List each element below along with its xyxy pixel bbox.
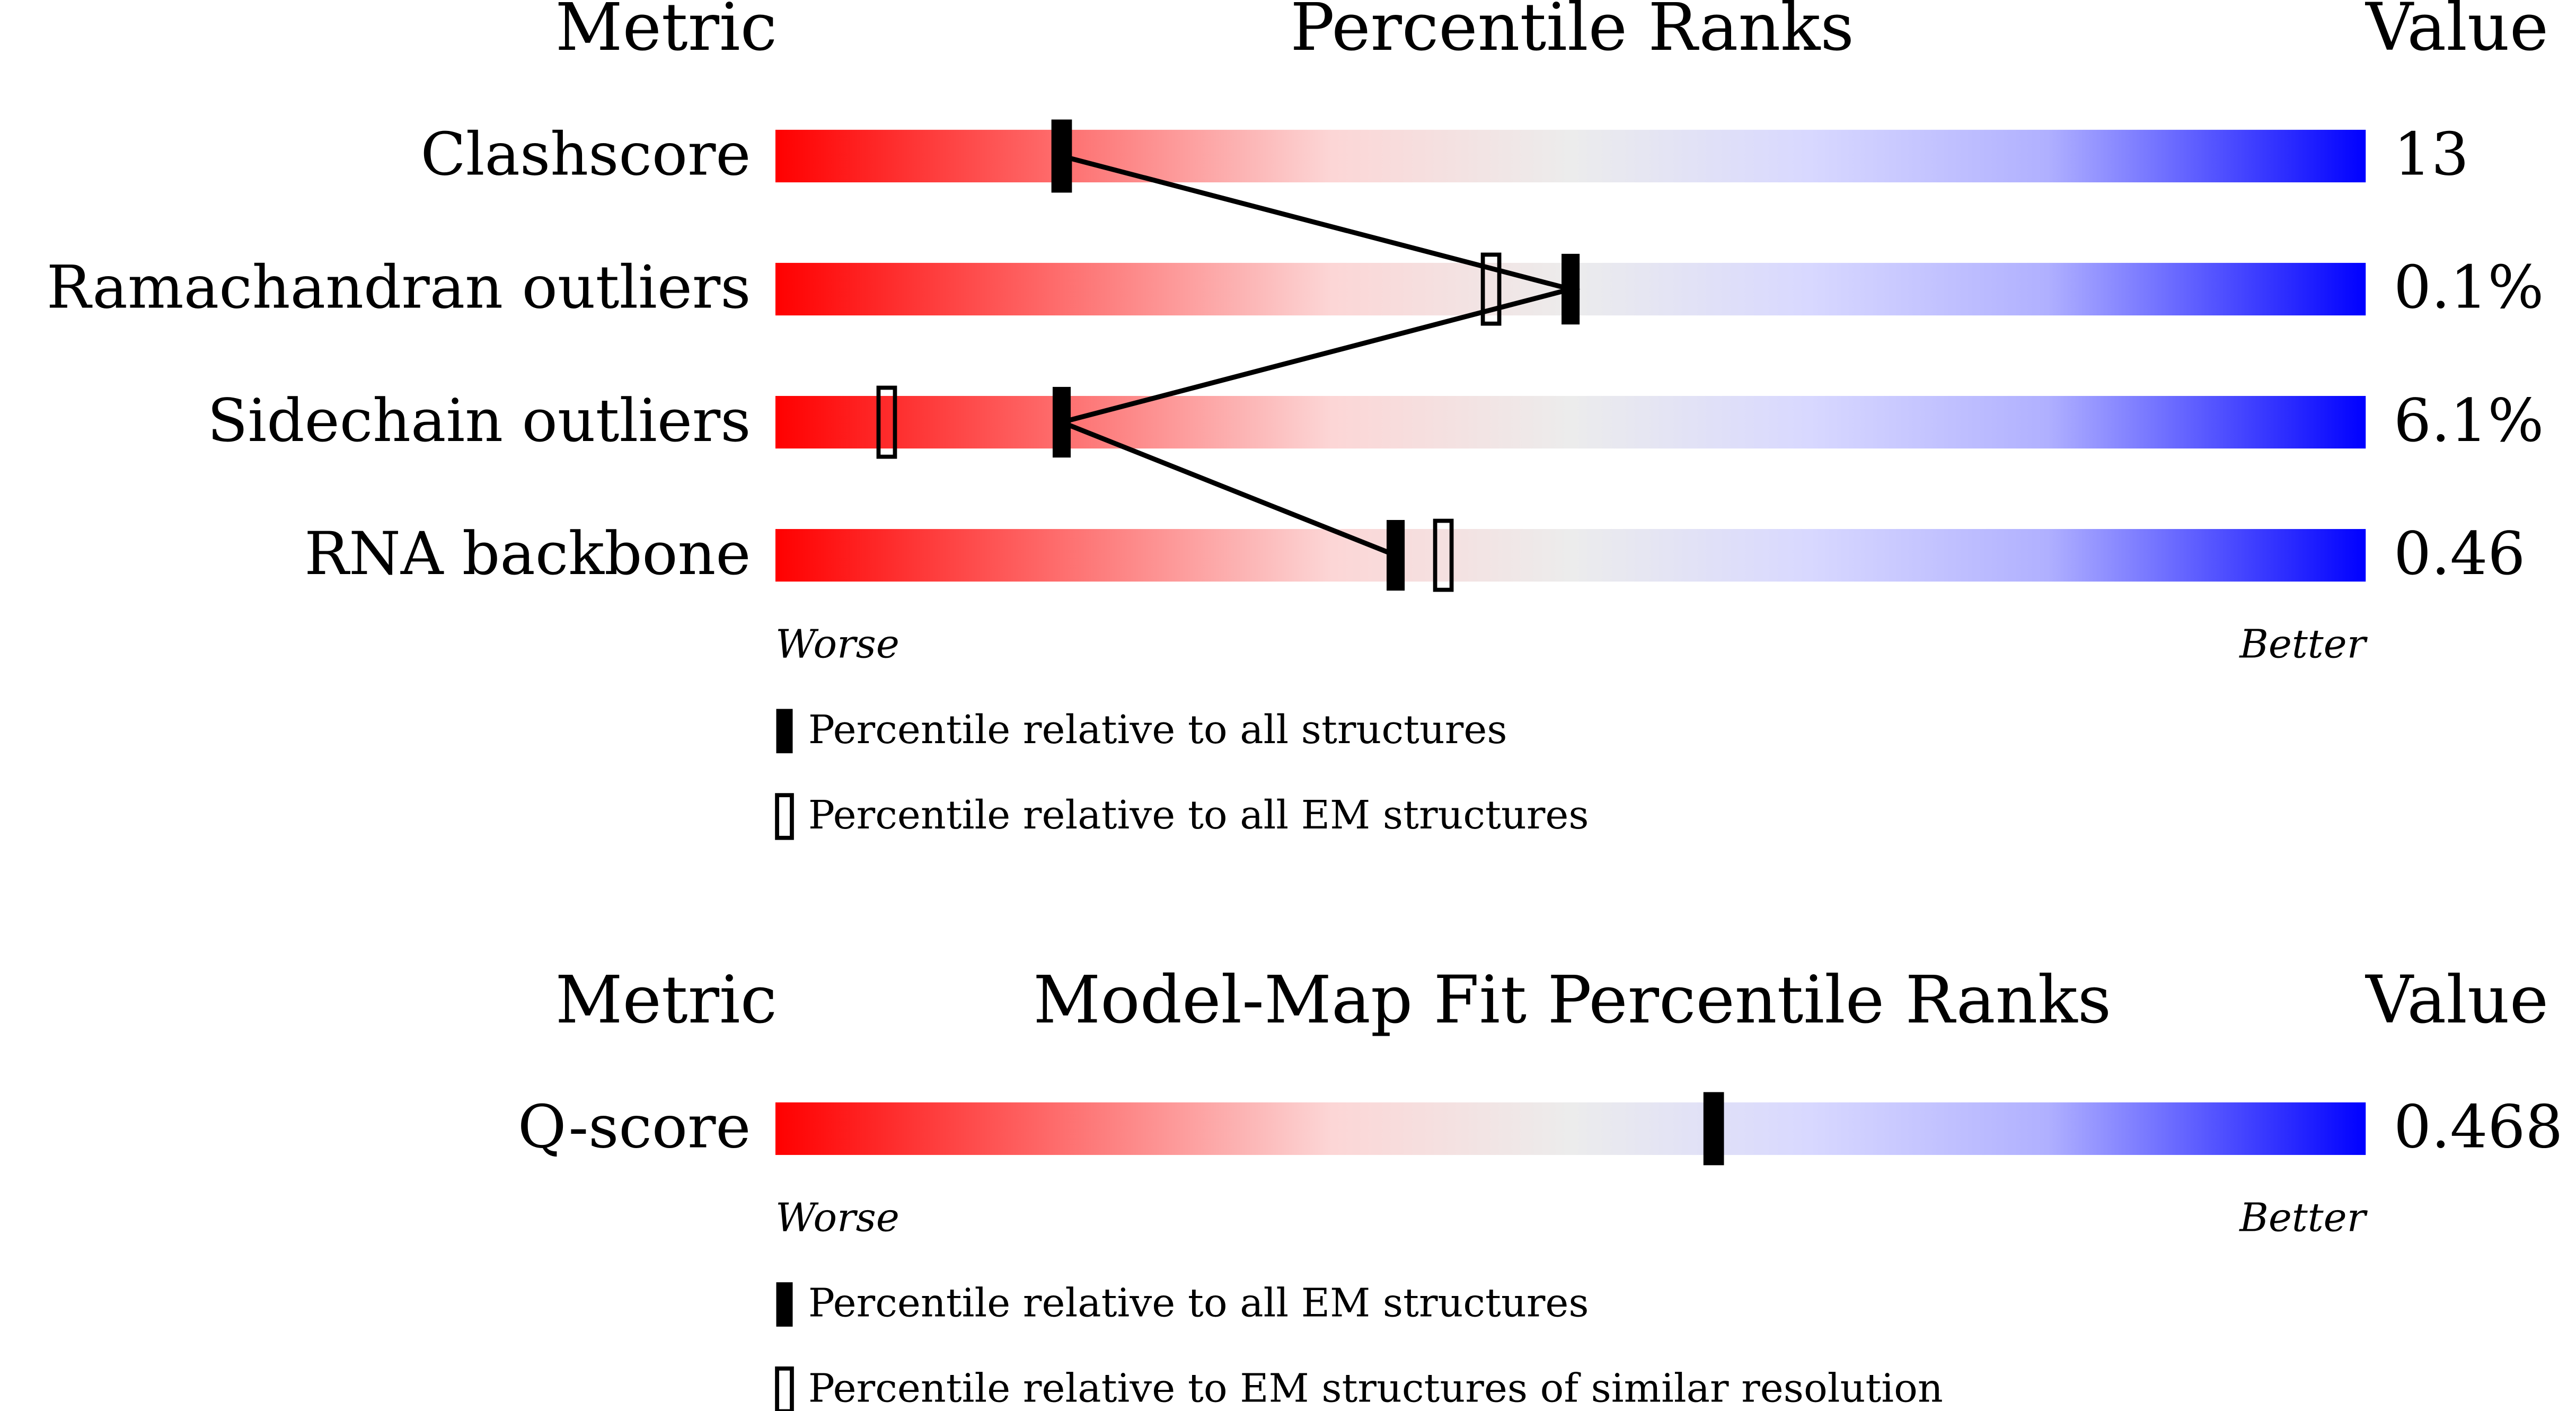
better-label: Better xyxy=(2238,621,2368,667)
legend-label: Percentile relative to EM structures of … xyxy=(808,1365,1943,1411)
worse-label: Worse xyxy=(775,1194,899,1240)
chart-title: Model-Map Fit Percentile Ranks xyxy=(1033,962,2111,1038)
legend-marker xyxy=(776,1282,793,1327)
metric-value: 13 xyxy=(2394,120,2469,189)
worse-label: Worse xyxy=(775,621,899,667)
better-label: Better xyxy=(2238,1194,2368,1240)
value-header: Value xyxy=(2365,0,2548,66)
legend-label: Percentile relative to all EM structures xyxy=(808,792,1589,838)
legend-label: Percentile relative to all structures xyxy=(808,707,1507,753)
marker-filled xyxy=(1387,519,1405,591)
marker-filled xyxy=(1705,1093,1723,1164)
metric-value: 0.468 xyxy=(2394,1093,2563,1162)
legend-label: Percentile relative to all EM structures xyxy=(808,1280,1589,1326)
metric-label: Clashscore xyxy=(420,120,751,189)
metric-label: Q-score xyxy=(518,1093,751,1162)
chart-title: Percentile Ranks xyxy=(1290,0,1854,66)
metric-label: Sidechain outliers xyxy=(207,386,751,455)
metric-header: Metric xyxy=(555,962,777,1038)
metric-value: 0.46 xyxy=(2394,519,2525,588)
percentile-bar xyxy=(775,529,2366,582)
legend-marker xyxy=(776,709,793,754)
metric-value: 6.1% xyxy=(2394,386,2544,455)
metric-value: 0.1% xyxy=(2394,253,2544,322)
marker-open xyxy=(876,385,897,459)
legend-marker xyxy=(775,1366,794,1411)
marker-filled xyxy=(1562,253,1580,325)
legend-marker xyxy=(775,793,794,840)
marker-open xyxy=(1433,518,1454,592)
marker-filled xyxy=(1052,120,1071,192)
metric-label: Ramachandran outliers xyxy=(47,253,751,322)
percentile-bar xyxy=(775,129,2366,183)
connector-line xyxy=(1054,153,1581,558)
marker-open xyxy=(1480,252,1502,326)
marker-filled xyxy=(1052,386,1071,458)
percentile-bar xyxy=(775,1102,2366,1155)
percentile-bar xyxy=(775,395,2366,449)
metric-label: RNA backbone xyxy=(304,519,751,588)
value-header: Value xyxy=(2365,962,2548,1038)
metric-header: Metric xyxy=(555,0,777,66)
